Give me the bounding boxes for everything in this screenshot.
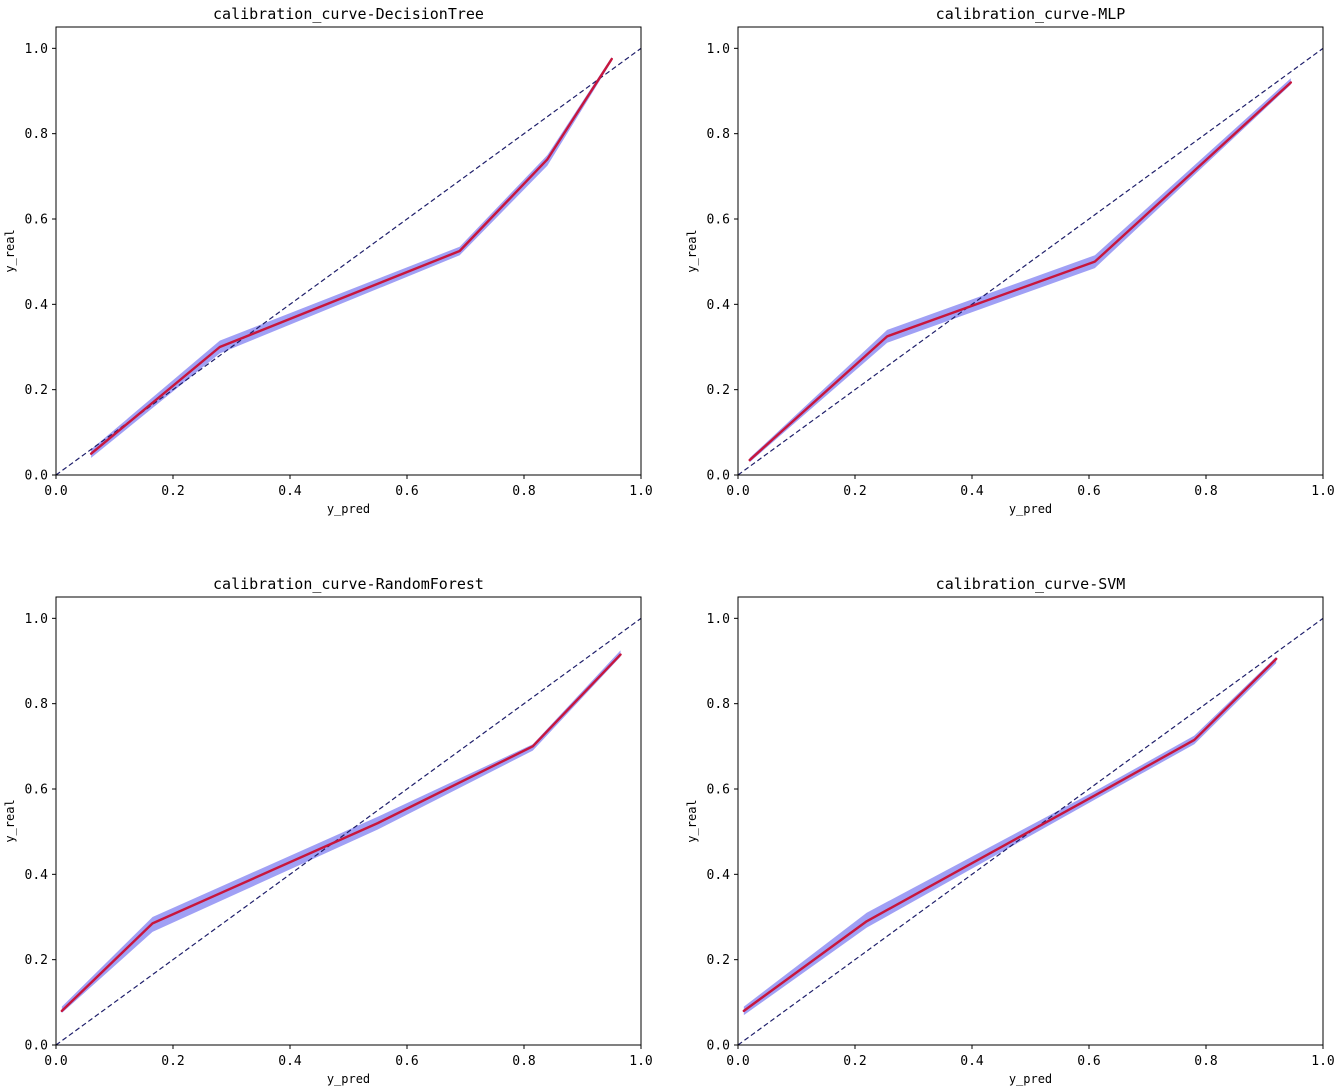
y-tick-label: 0.8: [25, 127, 48, 142]
y-tick-label: 0.4: [25, 298, 49, 313]
y-tick-label: 0.4: [25, 868, 49, 883]
y-tick-label: 0.2: [25, 383, 48, 398]
y-tick-label: 0.6: [25, 783, 48, 798]
y-axis-label: y_real: [685, 229, 699, 272]
panel-title: calibration_curve-SVM: [936, 575, 1126, 593]
y-tick-label: 0.0: [25, 469, 48, 484]
y-tick-label: 0.2: [707, 953, 730, 968]
x-tick-label: 0.0: [726, 1054, 749, 1069]
perfect-calibration-line: [56, 617, 641, 1045]
y-axis-label: y_real: [3, 799, 17, 842]
plot-frame: [55, 596, 642, 1046]
y-tick-label: 0.4: [707, 298, 731, 313]
x-tick-label: 0.2: [161, 1054, 184, 1069]
x-tick-label: 0.2: [843, 484, 866, 499]
y-tick-label: 0.6: [707, 783, 730, 798]
x-tick-label: 0.6: [1077, 1054, 1100, 1069]
plot-frame: [737, 26, 1324, 476]
y-tick-label: 1.0: [25, 42, 48, 57]
y-tick-label: 0.6: [25, 213, 48, 228]
y-tick-label: 0.8: [707, 697, 730, 712]
x-tick-label: 1.0: [629, 1054, 652, 1069]
calibration-curve-line: [60, 653, 622, 1013]
y-tick-label: 0.0: [707, 469, 730, 484]
calibration-panel: 0.0 0.2 0.4 0.6 0.8 1.0 0.0 0.2 0.4 0.6 0.8 1.0 cali…: [3, 5, 653, 516]
y-axis-label: y_real: [3, 229, 17, 272]
x-tick-label: 0.4: [960, 1054, 984, 1069]
plot-frame: [55, 26, 642, 476]
calibration-panel: 0.0 0.2 0.4 0.6 0.8 1.0 0.0 0.2 0.4 0.6 0.8 1.0 cali…: [3, 575, 653, 1086]
panel-title: calibration_curve-MLP: [936, 5, 1126, 23]
y-tick-label: 0.8: [25, 697, 48, 712]
x-tick-label: 0.8: [1194, 1054, 1217, 1069]
y-tick-label: 0.2: [25, 953, 48, 968]
y-tick-label: 0.4: [707, 868, 731, 883]
confidence-band: [91, 56, 612, 458]
y-tick-label: 1.0: [707, 42, 730, 57]
calibration-panel: 0.0 0.2 0.4 0.6 0.8 1.0 0.0 0.2 0.4 0.6 0.8 1.0 cali…: [685, 575, 1335, 1086]
confidence-band: [743, 656, 1277, 1016]
y-tick-label: 0.0: [707, 1039, 730, 1054]
x-tick-label: 0.2: [843, 1054, 866, 1069]
calibration-curve-line: [89, 57, 613, 455]
x-tick-label: 0.6: [395, 484, 418, 499]
calibration-panel: 0.0 0.2 0.4 0.6 0.8 1.0 0.0 0.2 0.4 0.6 0.8 1.0 cali…: [685, 5, 1335, 516]
x-tick-label: 0.0: [44, 1054, 67, 1069]
x-tick-label: 0.0: [44, 484, 67, 499]
x-axis-label: y_pred: [1009, 502, 1052, 516]
x-tick-label: 1.0: [1311, 1054, 1334, 1069]
x-axis-label: y_pred: [1009, 1072, 1052, 1086]
confidence-band: [61, 650, 621, 1013]
panel-title: calibration_curve-DecisionTree: [213, 5, 484, 23]
plot-frame: [737, 596, 1324, 1046]
panel-title: calibration_curve-RandomForest: [213, 575, 484, 593]
x-tick-label: 1.0: [1311, 484, 1334, 499]
y-tick-label: 0.0: [25, 1039, 48, 1054]
y-tick-label: 0.2: [707, 383, 730, 398]
x-tick-label: 0.0: [726, 484, 749, 499]
x-axis-label: y_pred: [327, 1072, 370, 1086]
x-tick-label: 0.8: [512, 484, 535, 499]
perfect-calibration-line: [56, 47, 641, 475]
x-tick-label: 0.8: [512, 1054, 535, 1069]
x-tick-label: 0.2: [161, 484, 184, 499]
x-axis-label: y_pred: [327, 502, 370, 516]
y-axis-label: y_real: [685, 799, 699, 842]
perfect-calibration-line: [738, 47, 1323, 475]
y-tick-label: 0.6: [707, 213, 730, 228]
y-tick-label: 1.0: [707, 612, 730, 627]
x-tick-label: 1.0: [629, 484, 652, 499]
x-tick-label: 0.4: [960, 484, 984, 499]
x-tick-label: 0.4: [278, 484, 302, 499]
x-tick-label: 0.6: [395, 1054, 418, 1069]
calibration-curve-line: [748, 81, 1293, 462]
calibration-curve-line: [742, 657, 1278, 1013]
y-tick-label: 0.8: [707, 127, 730, 142]
x-tick-label: 0.4: [278, 1054, 302, 1069]
x-tick-label: 0.8: [1194, 484, 1217, 499]
x-tick-label: 0.6: [1077, 484, 1100, 499]
confidence-band: [749, 78, 1291, 463]
y-tick-label: 1.0: [25, 612, 48, 627]
